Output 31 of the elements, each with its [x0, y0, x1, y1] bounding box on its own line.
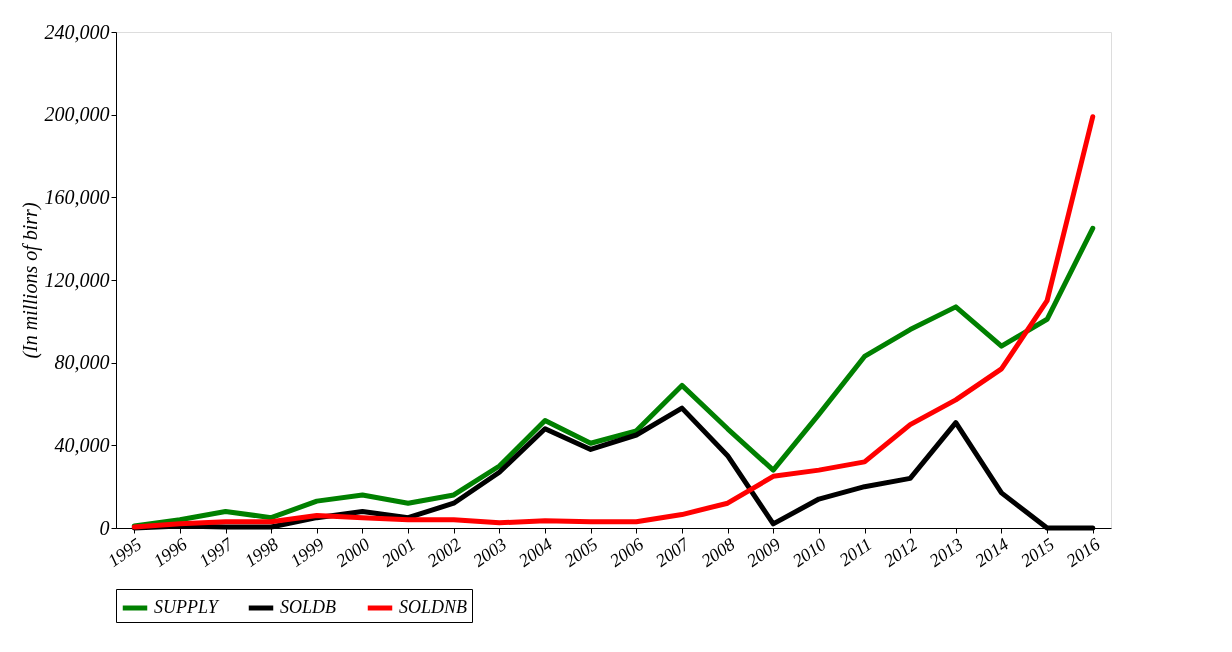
legend-label: SUPPLY: [154, 597, 220, 617]
x-tick-label: 2006: [606, 533, 648, 571]
x-tick-label: 2008: [697, 533, 739, 571]
x-tick-label: 2011: [835, 533, 876, 571]
x-tick-label: 2004: [514, 533, 556, 571]
y-tick-label: 120,000: [44, 268, 110, 291]
x-tick-label: 1997: [195, 533, 238, 571]
legend-label: SOLDNB: [399, 597, 468, 617]
x-tick-label: 2003: [469, 533, 511, 571]
x-tick-label: 1999: [286, 533, 328, 571]
x-tick-label: 2002: [423, 533, 465, 571]
y-tick-label: 200,000: [44, 103, 110, 126]
x-tick-label: 2009: [743, 533, 785, 571]
y-tick-label: 240,000: [44, 20, 110, 43]
x-tick-label: 2010: [788, 533, 830, 571]
x-tick-label: 2001: [377, 533, 419, 571]
y-tick-label: 40,000: [54, 433, 110, 456]
x-tick-label: 2013: [925, 533, 967, 571]
y-tick-label: 160,000: [44, 185, 110, 208]
y-axis-title: (In millions of birr): [18, 202, 42, 359]
x-tick-label: 1996: [149, 533, 191, 571]
legend-label: SOLDB: [280, 597, 337, 617]
x-tick-label: 2015: [1016, 533, 1058, 571]
x-tick-label: 2014: [971, 533, 1013, 571]
y-tick-label: 80,000: [54, 351, 110, 374]
x-tick-label: 2005: [560, 533, 602, 571]
x-tick-label: 2000: [332, 533, 374, 571]
x-tick-label: 2012: [880, 533, 921, 571]
x-tick-label: 1998: [241, 533, 283, 571]
y-tick-label: 0: [99, 516, 110, 539]
x-tick-label: 2016: [1062, 533, 1104, 571]
